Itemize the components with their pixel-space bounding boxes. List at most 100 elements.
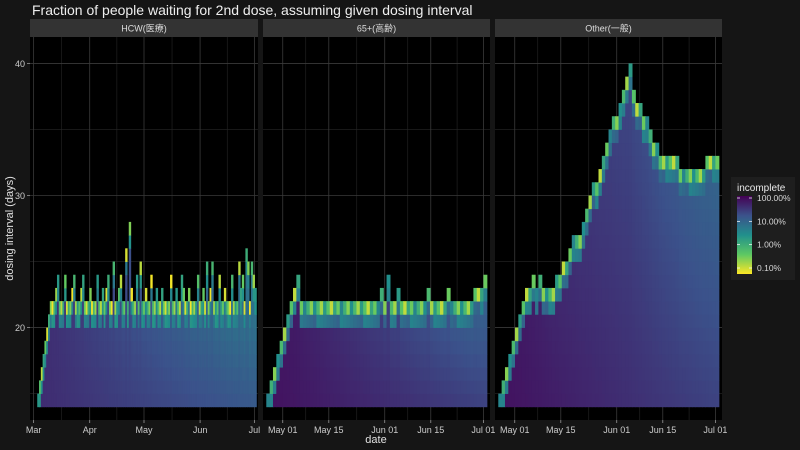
heatmap-cell <box>238 261 241 276</box>
heatmap-cell <box>236 340 239 355</box>
heatmap-cell <box>214 380 218 394</box>
heatmap-cell <box>668 182 673 196</box>
heatmap-column <box>426 287 431 408</box>
heatmap-cell <box>655 155 660 170</box>
heatmap-cell <box>333 314 338 328</box>
heatmap-cell <box>200 380 203 394</box>
heatmap-cell <box>343 340 348 355</box>
heatmap-column <box>89 287 92 408</box>
heatmap-cell <box>135 353 139 368</box>
heatmap-cell <box>299 367 304 381</box>
heatmap-cell <box>323 340 328 355</box>
heatmap-cell <box>635 129 640 144</box>
heatmap-cell <box>171 353 175 368</box>
heatmap-cell <box>44 353 47 368</box>
heatmap-cell <box>558 287 563 302</box>
heatmap-cell <box>109 327 112 342</box>
heatmap-cell <box>591 248 596 262</box>
heatmap-cell <box>159 340 162 355</box>
heatmap-cell <box>611 182 616 196</box>
heatmap-column <box>69 301 72 408</box>
heatmap-cell <box>501 393 506 408</box>
heatmap-cell <box>114 367 117 381</box>
heatmap-cell <box>483 274 488 289</box>
heatmap-cell <box>695 169 700 183</box>
heatmap-cell <box>521 393 526 408</box>
heatmap-cell <box>143 327 146 342</box>
heatmap-cell <box>171 380 175 394</box>
heatmap-cell <box>645 155 650 170</box>
heatmap-cell <box>528 393 533 408</box>
heatmap-cell <box>161 340 164 355</box>
heatmap-column <box>42 353 46 408</box>
heatmap-cell <box>170 340 173 355</box>
heatmap-cell <box>470 301 474 315</box>
heatmap-cell <box>187 393 191 408</box>
heatmap-cell <box>450 327 454 342</box>
heatmap-cell <box>641 221 646 236</box>
heatmap-cell <box>55 301 58 315</box>
heatmap-cell <box>306 314 311 328</box>
heatmap-cell <box>182 393 185 408</box>
heatmap-cell <box>565 274 570 289</box>
heatmap-cell <box>688 367 693 381</box>
heatmap-cell <box>213 393 216 408</box>
heatmap-cell <box>436 301 441 315</box>
heatmap-cell <box>56 274 60 289</box>
heatmap-cell <box>695 380 700 394</box>
heatmap-cell <box>685 327 690 342</box>
heatmap-cell <box>712 380 717 394</box>
heatmap-cell <box>601 301 606 315</box>
heatmap-cell <box>346 314 351 328</box>
heatmap-column <box>173 301 177 408</box>
heatmap-cell <box>48 340 51 355</box>
heatmap-cell <box>631 367 636 381</box>
heatmap-cell <box>655 182 660 196</box>
heatmap-cell <box>303 367 307 381</box>
heatmap-cell <box>60 327 63 342</box>
heatmap-cell <box>641 353 646 368</box>
heatmap-cell <box>78 314 81 328</box>
heatmap-cell <box>671 301 676 315</box>
heatmap-cell <box>42 380 46 394</box>
heatmap-cell <box>366 380 371 394</box>
heatmap-cell <box>159 353 162 368</box>
heatmap-cell <box>146 367 150 381</box>
heatmap-cell <box>276 353 281 368</box>
heatmap-cell <box>125 353 128 368</box>
heatmap-cell <box>74 367 78 381</box>
heatmap-cell <box>708 155 713 170</box>
heatmap-cell <box>708 274 713 289</box>
heatmap-cell <box>82 314 85 328</box>
heatmap-cell <box>286 393 291 408</box>
heatmap-cell <box>423 353 428 368</box>
heatmap-cell <box>76 301 80 315</box>
heatmap-cell <box>618 340 623 355</box>
heatmap-cell <box>243 380 247 394</box>
heatmap-column <box>150 274 153 408</box>
heatmap-cell <box>125 380 128 394</box>
heatmap-cell <box>146 353 150 368</box>
heatmap-cell <box>668 353 673 368</box>
heatmap-cell <box>293 367 297 381</box>
heatmap-cell <box>598 248 603 262</box>
heatmap-column <box>254 287 257 408</box>
heatmap-cell <box>180 314 184 328</box>
heatmap-cell <box>675 380 680 394</box>
heatmap-cell <box>306 393 311 408</box>
heatmap-cell <box>598 182 603 196</box>
heatmap-cell <box>209 367 212 381</box>
heatmap-cell <box>585 314 590 328</box>
heatmap-cell <box>571 367 576 381</box>
heatmap-cell <box>369 367 374 381</box>
heatmap-cell <box>675 287 680 302</box>
heatmap-cell <box>369 301 374 315</box>
heatmap-cell <box>628 367 633 381</box>
heatmap-cell <box>195 353 198 368</box>
heatmap-cell <box>193 393 196 408</box>
heatmap-column <box>528 287 533 408</box>
heatmap-cell <box>621 116 626 130</box>
heatmap-cell <box>339 353 344 368</box>
heatmap-cell <box>316 301 321 315</box>
heatmap-cell <box>561 393 566 408</box>
